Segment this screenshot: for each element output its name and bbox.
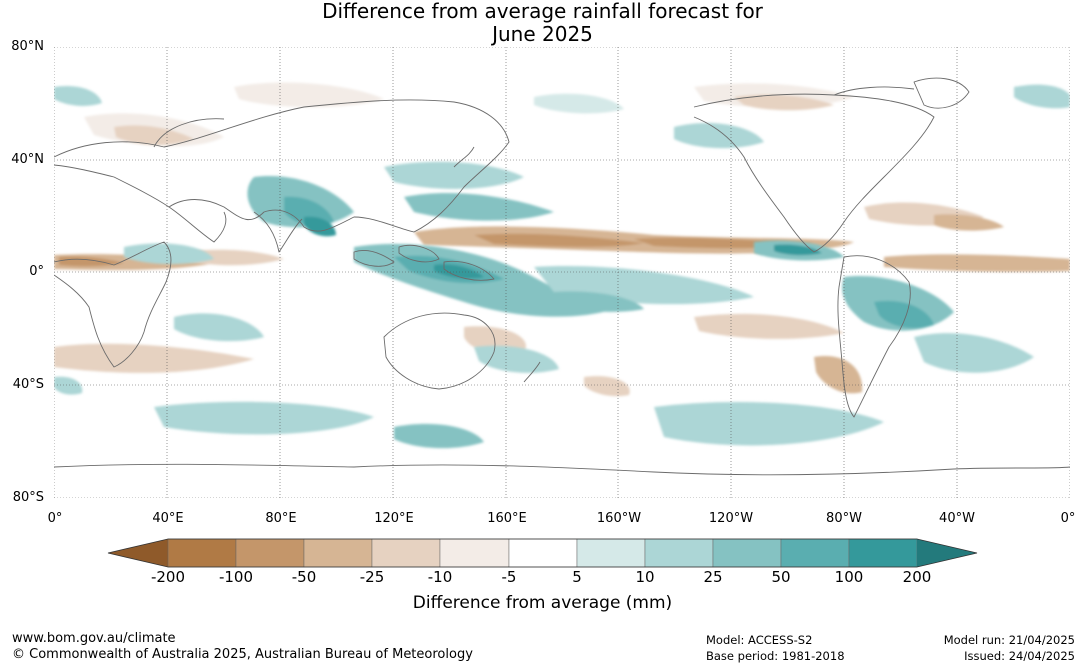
colorbar-tick: -5: [501, 568, 517, 586]
footer-issued: Issued: 24/04/2025: [964, 649, 1075, 663]
title-line-2: June 2025: [492, 22, 593, 46]
colorbar-swatch: [439, 538, 510, 568]
colorbar-label: Difference from average (mm): [412, 593, 673, 613]
colorbar-tick: 10: [635, 568, 655, 586]
colorbar-swatch: [508, 538, 578, 568]
colorbar-swatch: [167, 538, 237, 568]
colorbar-swatch: [235, 538, 305, 568]
colorbar-swatch: [848, 538, 918, 568]
map-svg: [54, 47, 1070, 498]
lat-label-80n: 80°N: [11, 39, 44, 54]
footer-url[interactable]: www.bom.gov.au/climate: [12, 631, 176, 646]
lon-label-0: 0°: [47, 511, 63, 526]
colorbar-tick: 50: [771, 568, 791, 586]
lon-label-120w: 120°W: [708, 511, 754, 526]
chart-title: Difference from average rainfall forecas…: [0, 0, 1085, 46]
colorbar: [107, 538, 978, 568]
title-line-1: Difference from average rainfall forecas…: [322, 0, 763, 23]
lon-label-40w: 40°W: [939, 511, 975, 526]
lon-label-160e: 160°E: [487, 511, 527, 526]
colorbar-swatch: [712, 538, 782, 568]
colorbar-tick: 5: [572, 568, 582, 586]
colorbar-swatch: [780, 538, 850, 568]
colorbar-tick: 25: [703, 568, 723, 586]
graticule: [54, 47, 1070, 498]
colorbar-tick: 100: [834, 568, 864, 586]
lon-label-80w: 80°W: [826, 511, 862, 526]
lon-label-120e: 120°E: [374, 511, 414, 526]
wet-anomaly-layer: [54, 84, 1070, 449]
colorbar-swatch: [576, 538, 646, 568]
lat-label-80s: 80°S: [12, 490, 44, 505]
colorbar-tick: -100: [218, 568, 254, 586]
colorbar-tick: -25: [359, 568, 385, 586]
colorbar-swatch: [303, 538, 373, 568]
colorbar-tick: 200: [902, 568, 932, 586]
lon-label-0-east: 0°: [1060, 511, 1076, 526]
colorbar-tick: -10: [427, 568, 453, 586]
colorbar-extend-high: [917, 539, 977, 567]
colorbar-swatch: [371, 538, 441, 568]
colorbar-swatch: [644, 538, 714, 568]
footer-base-period: Base period: 1981-2018: [706, 649, 845, 663]
footer-model-run: Model run: 21/04/2025: [943, 633, 1075, 647]
footer-model: Model: ACCESS-S2: [706, 633, 813, 647]
lon-label-80e: 80°E: [265, 511, 297, 526]
lon-label-40e: 40°E: [152, 511, 184, 526]
colorbar-tick: -200: [150, 568, 186, 586]
lat-label-0: 0°: [29, 264, 44, 279]
colorbar-tick: -50: [291, 568, 317, 586]
footer-copyright: © Commonwealth of Australia 2025, Austra…: [12, 647, 473, 662]
lon-label-160w: 160°W: [596, 511, 642, 526]
lat-label-40n: 40°N: [11, 152, 44, 167]
rainfall-anomaly-map[interactable]: [54, 47, 1070, 498]
colorbar-extend-low: [108, 539, 168, 567]
coastlines: [54, 77, 1070, 476]
lat-label-40s: 40°S: [12, 377, 44, 392]
